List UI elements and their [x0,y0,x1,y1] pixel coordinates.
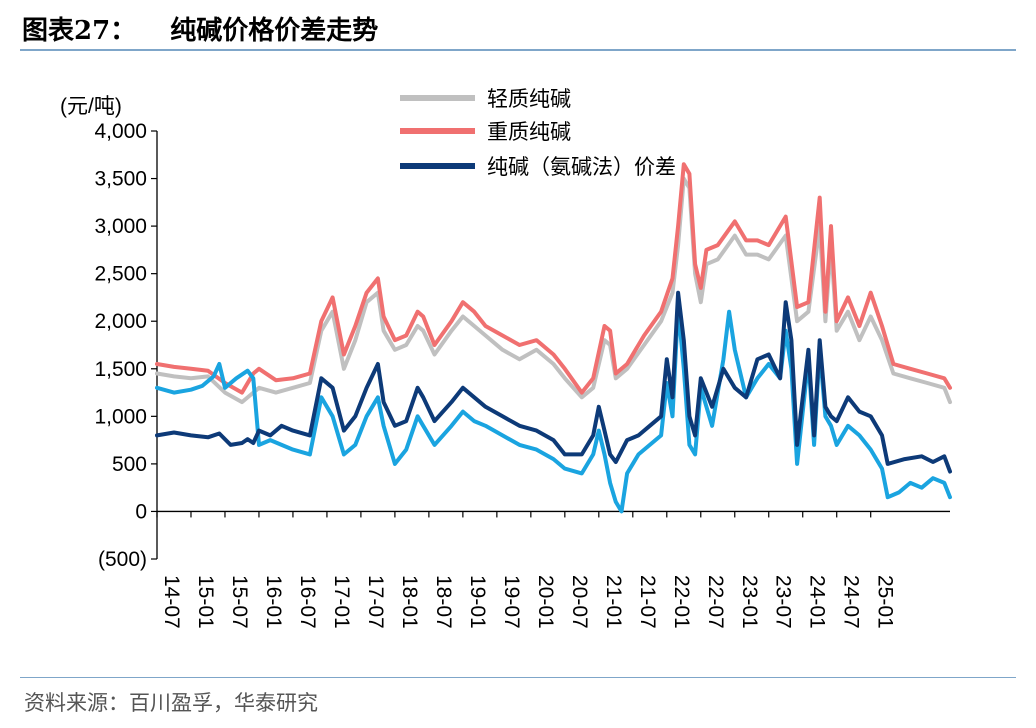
series-line-1 [155,162,952,395]
figure-title-text: 纯碱价格价差走势 [170,16,379,46]
x-tick-label: 19-01 [466,575,489,629]
x-tick-label: 16-07 [296,575,319,629]
x-tick-label: 24-07 [840,575,863,629]
x-tick-label: 17-01 [330,575,353,629]
line-chart: (元/吨) (500) 0 500 1,000 1,500 2,000 2,500 3,000… [60,88,952,629]
series-group [155,162,952,514]
legend-label: 重质纯碱 [487,121,571,144]
x-tick-label: 25-01 [874,575,897,629]
y-tick-label: 0 [135,500,147,523]
x-tick-label: 21-07 [636,575,659,629]
x-tick-label: 14-07 [160,575,183,629]
footer-rule [20,677,1016,678]
source-note: 资料来源：百川盈孚，华泰研究 [24,691,318,715]
figure-number: 图表27： [22,16,137,46]
x-tick-label: 18-01 [398,575,421,629]
x-tick-label: 23-01 [738,575,761,629]
series-line-0 [155,176,952,405]
x-tick-label: 20-01 [534,575,557,629]
x-tick-label: 15-01 [194,575,217,629]
y-axis-unit-label: (元/吨) [60,95,122,118]
y-tick-label: 1,500 [94,358,147,381]
x-tick-label: 22-07 [704,575,727,629]
x-tick-label: 19-07 [500,575,523,629]
y-tick-label: 3,000 [94,215,147,238]
y-tick-label: 2,500 [94,263,147,286]
x-tick-label: 17-07 [364,575,387,629]
y-tick-label: 500 [112,453,147,476]
x-tick-label: 15-07 [228,575,251,629]
x-tick-label: 16-01 [262,575,285,629]
y-axis: (500) 0 500 1,000 1,500 2,000 2,500 3,000 3,500 4… [94,120,158,571]
y-tick-label: (500) [98,548,147,571]
x-tick-label: 18-07 [432,575,455,629]
x-tick-label: 22-01 [670,575,693,629]
series-line-2 [155,290,952,474]
series-line-3 [155,305,952,514]
y-tick-label: 4,000 [94,120,147,143]
y-tick-label: 3,500 [94,168,147,191]
x-tick-label: 20-07 [568,575,591,629]
y-tick-label: 2,000 [94,310,147,333]
figure-title: 图表27： 纯碱价格价差走势 [22,10,378,47]
x-tick-label: 23-07 [772,575,795,629]
header-rule [20,49,1016,51]
legend-label: 轻质纯碱 [487,88,571,111]
x-tick-label: 21-01 [602,575,625,629]
x-axis: 14-07 15-01 15-07 16-01 16-07 17-01 17-07 18-01… [156,510,950,629]
legend-label: 纯碱（氨碱法）价差 [487,156,676,179]
x-tick-label: 24-01 [806,575,829,629]
y-tick-label: 1,000 [94,405,147,428]
